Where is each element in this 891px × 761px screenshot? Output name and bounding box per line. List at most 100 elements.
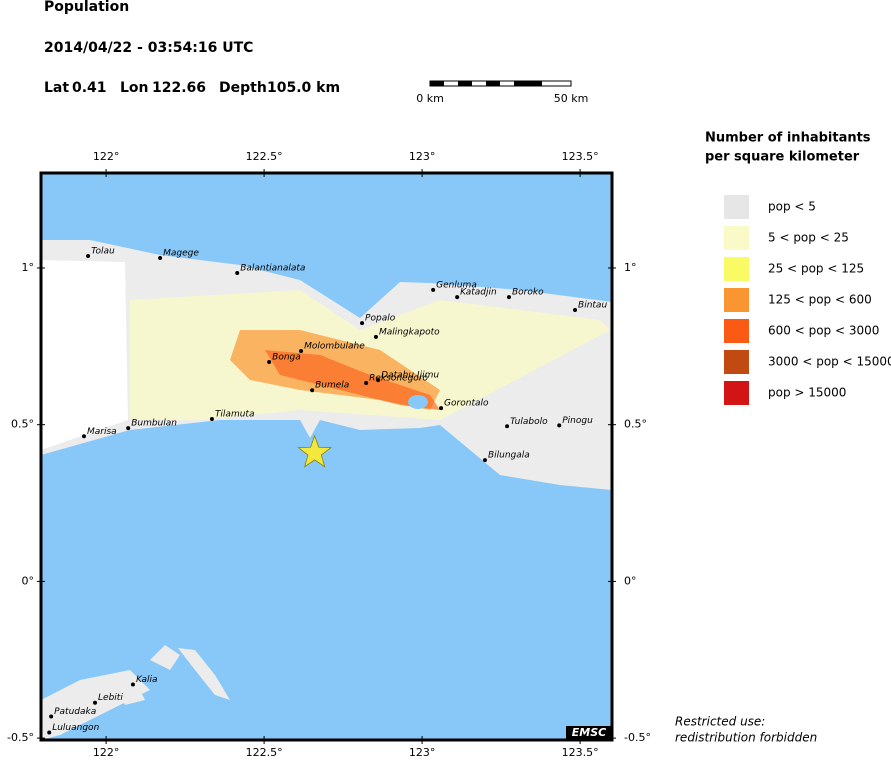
place-label: Katadjin	[460, 288, 497, 298]
legend-swatch	[724, 381, 749, 405]
place-dot	[86, 254, 91, 259]
place-label: Patudaka	[54, 707, 96, 717]
map	[39, 171, 614, 742]
x-tick-label: 123.5°	[562, 746, 599, 759]
legend-title: Number of inhabitants	[705, 131, 871, 146]
place-dot	[267, 360, 272, 364]
place-dot	[299, 349, 304, 354]
epicenter	[297, 434, 332, 468]
place-dot	[376, 378, 381, 383]
title: Population	[44, 0, 129, 15]
place-dot	[47, 730, 52, 735]
x-tick-label: 123.5°	[562, 150, 599, 163]
y-tick-label: 1°	[22, 261, 35, 274]
place-label: Boroko	[512, 288, 544, 298]
legend-swatch	[724, 257, 749, 281]
place-label: Kalia	[136, 675, 158, 685]
depth-label: Depth	[219, 80, 267, 96]
place-dot	[126, 426, 131, 431]
y-tick-label: 0°	[624, 574, 637, 587]
place-dot	[81, 434, 86, 439]
legend-swatch	[724, 195, 749, 219]
place-dot	[573, 307, 578, 312]
place-dot	[130, 682, 135, 687]
lon-value: 122.66	[152, 80, 206, 96]
x-tick-label: 123°	[409, 150, 436, 163]
place-label: Tilamuta	[215, 410, 255, 420]
x-tick-label: 123°	[409, 746, 436, 759]
x-tick-label: 122.5°	[246, 150, 283, 163]
place-dot	[506, 295, 511, 300]
place-dot	[93, 700, 98, 705]
place-dot	[209, 417, 214, 422]
place-label: Bonga	[272, 353, 301, 363]
place-label: Bilungala	[488, 451, 530, 461]
datetime: 2014/04/22 - 03:54:16 UTC	[44, 40, 253, 56]
x-tick-label: 122°	[93, 150, 120, 163]
place-label: Malingkapoto	[379, 327, 440, 337]
legend-label: 3000 < pop < 15000	[768, 355, 891, 369]
place-label: Marisa	[87, 427, 117, 437]
place-dot	[310, 388, 315, 393]
y-tick-label: 0°	[22, 574, 35, 587]
place-label: Popalo	[365, 314, 396, 324]
notice: Restricted use:	[675, 715, 765, 729]
legend-label: 600 < pop < 3000	[768, 324, 879, 338]
place-dot	[158, 255, 163, 260]
x-tick-label: 122.5°	[246, 746, 283, 759]
place-dot	[505, 424, 510, 429]
place-dot	[360, 321, 365, 326]
place-label: Datahu Ijimu	[381, 371, 439, 381]
place-label: Bumbulan	[131, 419, 177, 429]
lat-value: 0.41	[72, 80, 107, 96]
legend-label: 25 < pop < 125	[768, 262, 864, 276]
y-tick-label: -0.5°	[7, 731, 34, 744]
place-label: Balantianalata	[240, 263, 305, 273]
place-label: Molombulahe	[304, 342, 365, 352]
place-label: Tulabolo	[510, 417, 548, 427]
place-label: Genluma	[436, 280, 477, 290]
legend-title: per square kilometer	[705, 150, 860, 165]
legend-label: pop < 5	[768, 200, 816, 214]
legend-swatch	[724, 226, 749, 250]
place-dot	[373, 334, 378, 339]
y-tick-label: 0.5°	[11, 418, 34, 431]
place-dot	[557, 423, 562, 428]
place-dot	[439, 406, 444, 411]
legend-label: 5 < pop < 25	[768, 231, 849, 245]
scale-end: 50 km	[554, 92, 589, 105]
notice: redistribution forbidden	[675, 731, 817, 745]
place-dot	[49, 714, 54, 719]
place-label: Bintau	[578, 300, 607, 310]
place-label: Tolau	[91, 247, 115, 257]
place-dot	[455, 295, 460, 300]
depth-value: 105.0 km	[267, 80, 340, 96]
lat-label: Lat	[44, 80, 69, 96]
place-dot	[364, 381, 369, 385]
legend-label: 125 < pop < 600	[768, 293, 872, 307]
legend-swatch	[724, 350, 749, 374]
place-dot	[482, 458, 487, 463]
place-label: Gorontalo	[444, 399, 489, 409]
y-tick-label: 1°	[624, 261, 637, 274]
place-label: Magege	[163, 248, 199, 258]
legend: Number of inhabitants per square kilomet…	[705, 131, 871, 165]
place-dot	[235, 270, 240, 275]
place-dot	[431, 287, 436, 292]
legend-swatch	[724, 319, 749, 343]
place-label: Lebiti	[98, 693, 123, 703]
lon-label: Lon	[120, 80, 149, 96]
place-label: Bumela	[315, 381, 349, 391]
y-tick-label: 0.5°	[624, 418, 647, 431]
legend-swatch	[724, 288, 749, 312]
credit: EMSC	[572, 726, 606, 739]
scale-start: 0 km	[416, 92, 444, 105]
place-label: Pinogu	[562, 416, 593, 426]
place-label: Luluangon	[52, 723, 99, 733]
x-tick-label: 122°	[93, 746, 120, 759]
place-label: Reksonegoro	[369, 374, 428, 384]
legend-label: pop > 15000	[768, 386, 846, 400]
y-tick-label: -0.5°	[624, 731, 651, 744]
